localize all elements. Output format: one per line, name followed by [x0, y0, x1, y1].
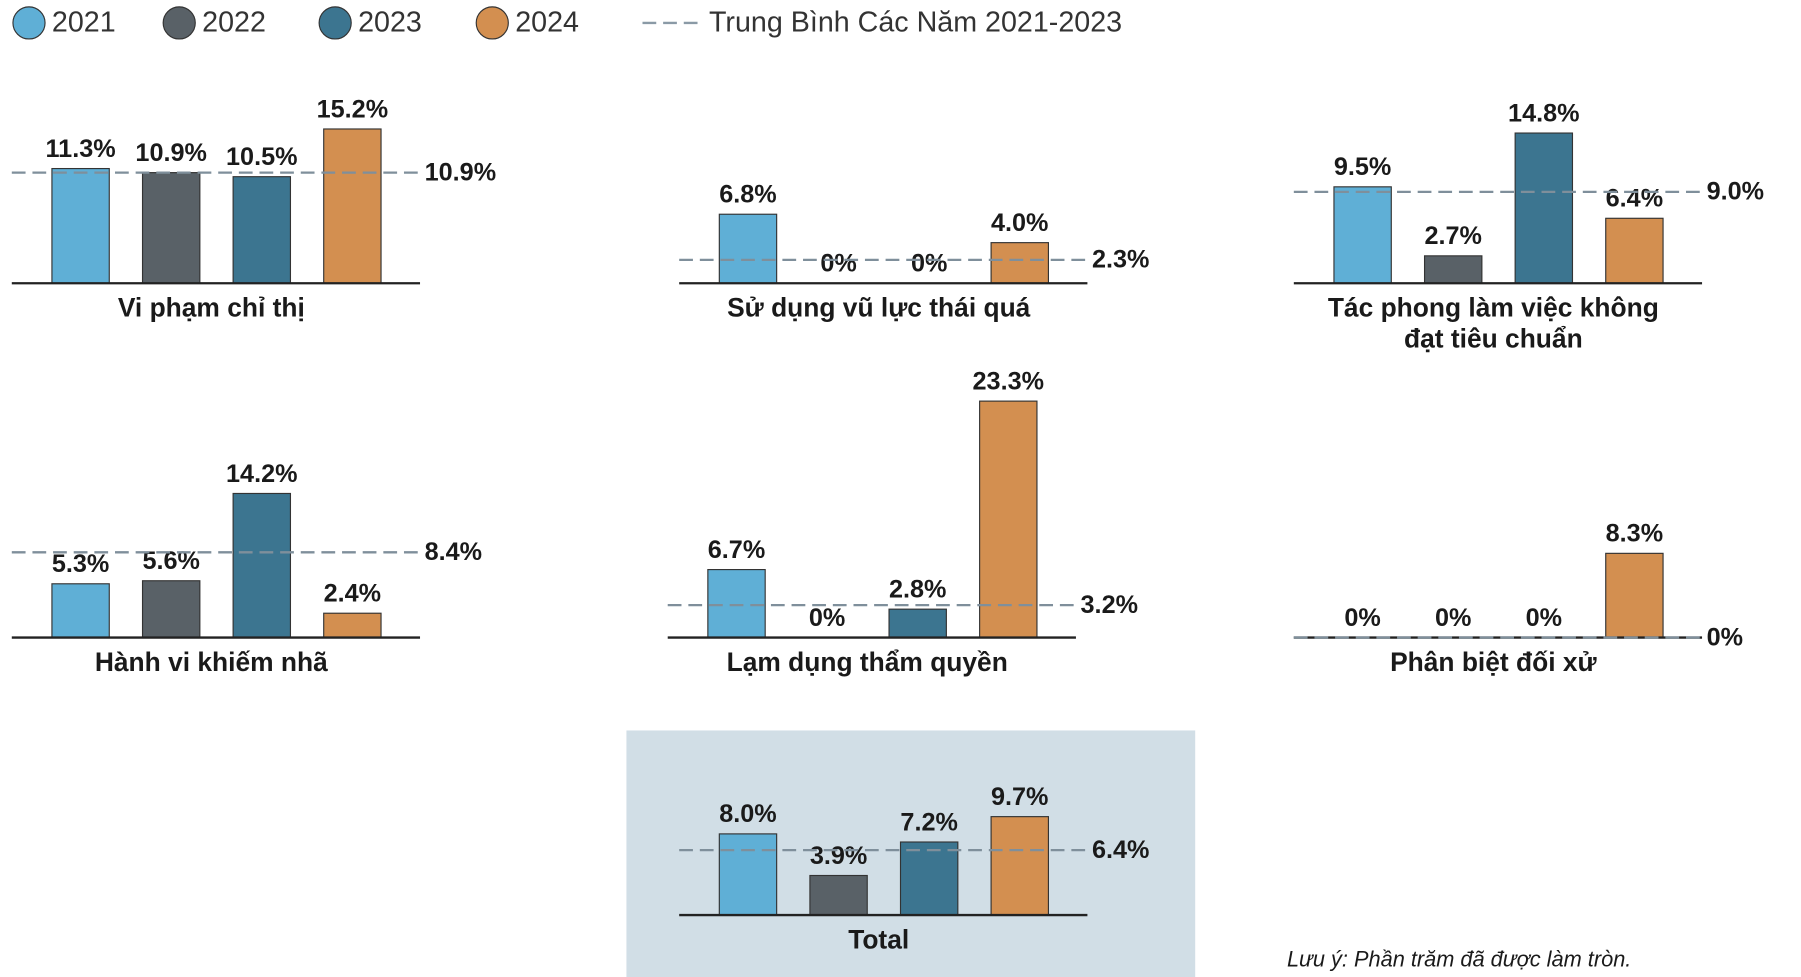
average-label: 2.3%: [1092, 246, 1149, 274]
bar: [51, 167, 110, 284]
value-label: 0%: [809, 604, 845, 632]
legend-swatch: [162, 6, 196, 40]
value-label: 6.7%: [708, 536, 765, 564]
legend-label: 2023: [358, 7, 422, 39]
chart-title: Sử dụng vũ lực thái quá: [727, 293, 1031, 323]
bar: [232, 176, 292, 284]
bar: [899, 841, 959, 916]
note: Lưu ý: Phần trăm đã được làm tròn.: [1287, 947, 1631, 972]
value-label: 3.9%: [810, 842, 867, 870]
bar: [979, 400, 1038, 639]
bar: [990, 816, 1049, 916]
chart-title: Hành vi khiếm nhã: [95, 647, 328, 677]
average-label: 8.4%: [425, 538, 482, 566]
bar: [1423, 255, 1483, 284]
chart-title: Tác phong làm việc không: [1328, 293, 1659, 323]
bar: [809, 874, 868, 916]
legend-swatch: [12, 6, 46, 40]
value-label: 8.3%: [1606, 520, 1663, 548]
chart-title: Phân biệt đối xử: [1390, 647, 1597, 677]
bar: [1605, 217, 1664, 284]
average-label: 0%: [1707, 623, 1743, 651]
average-label: 9.0%: [1707, 178, 1764, 206]
average-label: 6.4%: [1092, 836, 1149, 864]
value-label: 0%: [1435, 604, 1471, 632]
bar: [232, 492, 292, 639]
bar: [141, 580, 201, 639]
value-label: 9.7%: [991, 783, 1048, 811]
value-label: 6.8%: [719, 181, 776, 209]
value-label: 0%: [1344, 604, 1380, 632]
value-label: 0%: [911, 250, 947, 278]
value-label: 11.3%: [46, 135, 116, 163]
chart-title: Lạm dụng thẩm quyền: [727, 647, 1008, 677]
value-label: 7.2%: [900, 808, 957, 836]
value-label: 8.0%: [719, 800, 776, 828]
value-label: 5.3%: [52, 550, 109, 578]
chart-title: Vi phạm chỉ thị: [118, 293, 305, 323]
value-label: 9.5%: [1334, 153, 1391, 181]
bar: [707, 569, 766, 639]
value-label: 6.4%: [1606, 185, 1663, 213]
value-label: 0%: [820, 250, 856, 278]
chart-title: đạt tiêu chuẩn: [1404, 324, 1583, 354]
value-label: 2.4%: [324, 580, 381, 608]
bar: [141, 172, 201, 284]
legend-average-label: Trung Bình Các Năm 2021-2023: [709, 7, 1122, 39]
bar: [323, 612, 382, 639]
value-label: 5.6%: [142, 547, 199, 575]
bar: [718, 213, 778, 284]
legend-label: 2021: [52, 7, 116, 39]
legend-label: 2022: [202, 7, 266, 39]
average-label: 10.9%: [425, 158, 497, 186]
value-label: 10.5%: [226, 143, 298, 171]
value-label: 14.2%: [226, 460, 298, 488]
average-label: 3.2%: [1081, 591, 1138, 619]
value-label: 10.9%: [135, 139, 207, 167]
bar: [1514, 132, 1574, 284]
legend-swatch: [475, 6, 509, 40]
bar: [990, 242, 1049, 284]
legend-swatch: [318, 6, 352, 40]
value-label: 0%: [1526, 604, 1562, 632]
value-label: 23.3%: [973, 367, 1045, 395]
value-label: 2.7%: [1424, 222, 1481, 250]
legend-label: 2024: [515, 7, 579, 39]
value-label: 14.8%: [1508, 99, 1580, 127]
chart-title: Total: [848, 924, 909, 954]
bar: [1333, 186, 1392, 284]
value-label: 2.8%: [889, 575, 946, 603]
bar: [718, 833, 778, 916]
bar: [323, 128, 382, 284]
bar: [888, 608, 947, 639]
bar: [1605, 552, 1664, 639]
value-label: 4.0%: [991, 209, 1048, 237]
value-label: 15.2%: [317, 95, 389, 123]
bar: [51, 583, 110, 639]
